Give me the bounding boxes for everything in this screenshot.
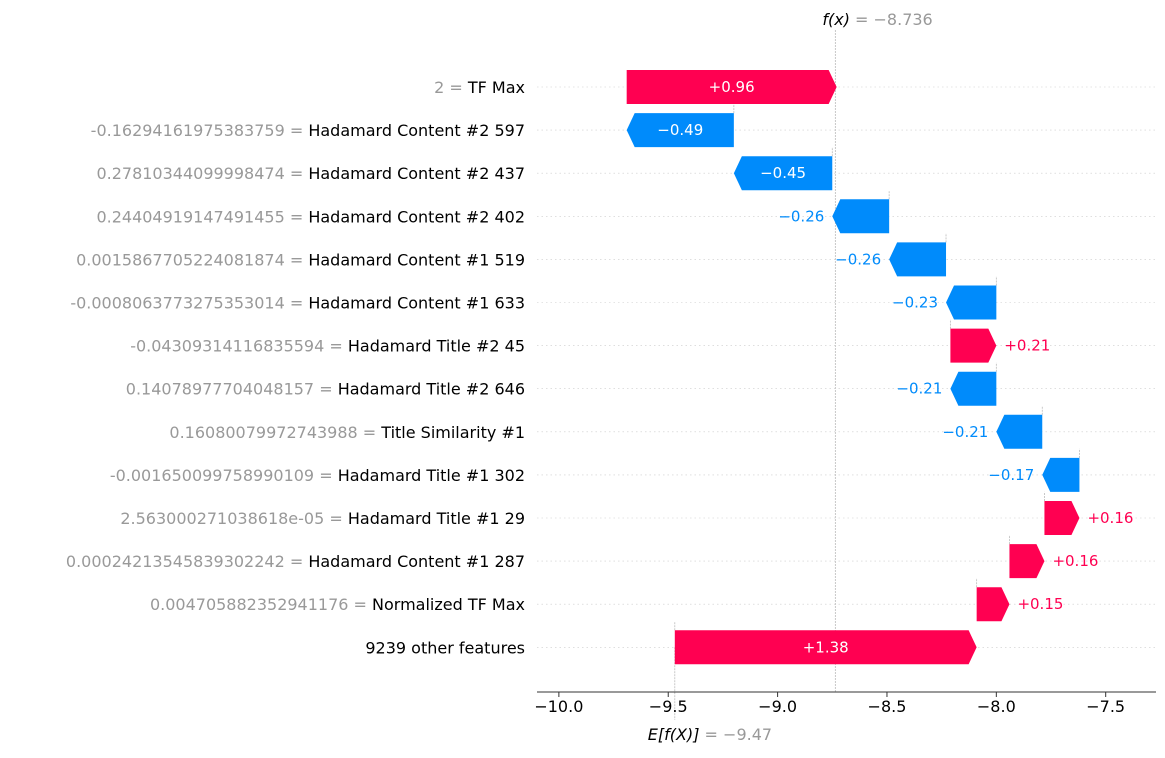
feature-value: -0.04309314116835594 (130, 336, 324, 355)
feature-value: -0.001650099758990109 (110, 465, 314, 484)
feature-equals: = (285, 552, 309, 571)
feature-equals: = (324, 509, 348, 528)
bar-value-label: +0.96 (709, 78, 755, 96)
contribution-bar (626, 113, 734, 148)
feature-label: 0.14078977704048157 = Hadamard Title #2 … (126, 379, 525, 398)
feature-value: 0.0015867705224081874 (76, 250, 285, 269)
feature-value: 2 (434, 78, 444, 97)
bar-value-label: −0.49 (657, 121, 703, 139)
feature-label: -0.04309314116835594 = Hadamard Title #2… (130, 336, 525, 355)
feature-name: Hadamard Content #2 437 (308, 164, 525, 183)
x-tick-label: −8.5 (868, 697, 907, 716)
contribution-bar (976, 587, 1010, 622)
feature-value: 0.00024213545839302242 (66, 552, 285, 571)
feature-name: Hadamard Content #2 597 (308, 121, 525, 140)
reference-lines (674, 30, 1080, 720)
feature-name: Hadamard Title #1 302 (338, 465, 525, 484)
feature-value: 0.24404919147491455 (96, 207, 284, 226)
feature-name: Hadamard Content #1 287 (308, 552, 525, 571)
contribution-bar (832, 199, 890, 234)
feature-name: Hadamard Content #1 519 (308, 250, 525, 269)
feature-name: TF Max (467, 78, 525, 97)
contribution-bar (996, 414, 1043, 449)
feature-equals: = (285, 293, 309, 312)
x-tick-label: −10.0 (534, 697, 583, 716)
contribution-bar (674, 630, 977, 665)
feature-equals: = (314, 379, 338, 398)
x-tick-label: −8.0 (977, 697, 1016, 716)
feature-name: Normalized TF Max (372, 595, 525, 614)
feature-name: Hadamard Content #2 402 (308, 207, 525, 226)
feature-label: 2.563000271038618e-05 = Hadamard Title #… (120, 509, 525, 528)
x-tick-label: −7.5 (1086, 697, 1125, 716)
feature-equals: = (285, 207, 309, 226)
feature-value: 2.563000271038618e-05 (120, 509, 324, 528)
bar-value-label: +0.16 (1052, 552, 1098, 570)
contribution-bar (950, 371, 997, 406)
feature-equals: = (314, 465, 338, 484)
feature-name: Hadamard Title #2 646 (338, 379, 525, 398)
feature-value: 0.14078977704048157 (126, 379, 314, 398)
bar-value-label: −0.45 (760, 164, 806, 182)
feature-label: -0.0008063773275353014 = Hadamard Conten… (70, 293, 525, 312)
feature-label: 0.27810344099998474 = Hadamard Content #… (96, 164, 525, 183)
feature-label: 0.004705882352941176 = Normalized TF Max (150, 595, 525, 614)
contribution-bar (950, 328, 997, 363)
feature-label: 2 = TF Max (434, 78, 525, 97)
feature-label: -0.16294161975383759 = Hadamard Content … (91, 121, 525, 140)
x-tick-label: −9.5 (649, 697, 688, 716)
fx-annotation: f(x) = −8.736 (822, 10, 932, 29)
contribution-bars: +0.96 −0.49 −0.45 −0.26 −0.26 −0.23 +0.21 −0.21… (626, 70, 1133, 665)
contribution-bar (1009, 544, 1045, 579)
feature-value: 0.004705882352941176 (150, 595, 349, 614)
feature-equals: = (444, 78, 468, 97)
contribution-bar (946, 285, 997, 320)
feature-equals: = (348, 595, 372, 614)
fx-label-value: = −8.736 (850, 10, 933, 29)
expected-value-annotation: E[f(X)] = −9.47 (648, 725, 772, 744)
feature-equals: = (285, 164, 309, 183)
contribution-bar (733, 156, 833, 191)
contribution-bar (1044, 501, 1080, 535)
fx-label-prefix: f(x) (822, 10, 850, 29)
feature-label: 0.00024213545839302242 = Hadamard Conten… (66, 552, 525, 571)
feature-value: -0.0008063773275353014 (70, 293, 284, 312)
feature-label: 0.24404919147491455 = Hadamard Content #… (96, 207, 525, 226)
contribution-bar (889, 242, 947, 277)
base-label-prefix: E[f(X)] (648, 725, 700, 744)
bar-value-label: +0.21 (1004, 337, 1050, 355)
feature-value: -0.16294161975383759 (91, 121, 285, 140)
bar-value-label: −0.26 (778, 207, 824, 225)
bar-value-label: −0.21 (896, 380, 942, 398)
bar-value-label: +0.16 (1087, 509, 1133, 527)
bar-value-label: −0.23 (892, 294, 938, 312)
feature-name: 9239 other features (365, 638, 525, 657)
x-axis: −10.0 −9.5 −9.0 −8.5 −8.0 −7.5 (534, 691, 1156, 716)
bar-value-label: +1.38 (803, 638, 849, 656)
feature-value: 0.16080079972743988 (169, 422, 357, 441)
feature-equals: = (324, 336, 348, 355)
bar-value-label: −0.21 (942, 423, 988, 441)
contribution-bar (1042, 457, 1080, 492)
bar-value-label: −0.17 (988, 466, 1034, 484)
feature-equals: = (358, 422, 382, 441)
contribution-bar (626, 70, 837, 104)
feature-name: Hadamard Content #1 633 (308, 293, 525, 312)
feature-labels: 2 = TF Max -0.16294161975383759 = Hadamar… (66, 78, 525, 657)
feature-equals: = (285, 121, 309, 140)
feature-label: 0.16080079972743988 = Title Similarity #… (169, 422, 525, 441)
feature-value: 0.27810344099998474 (96, 164, 284, 183)
feature-label: -0.001650099758990109 = Hadamard Title #… (110, 465, 525, 484)
bar-value-label: +0.15 (1017, 595, 1063, 613)
feature-label: 9239 other features (365, 638, 525, 657)
bar-value-label: −0.26 (835, 250, 881, 268)
feature-name: Hadamard Title #1 29 (348, 509, 525, 528)
feature-label: 0.0015867705224081874 = Hadamard Content… (76, 250, 525, 269)
x-tick-label: −9.0 (758, 697, 797, 716)
feature-name: Title Similarity #1 (380, 422, 525, 441)
base-label-value: = −9.47 (699, 725, 772, 744)
feature-name: Hadamard Title #2 45 (348, 336, 525, 355)
feature-equals: = (285, 250, 309, 269)
